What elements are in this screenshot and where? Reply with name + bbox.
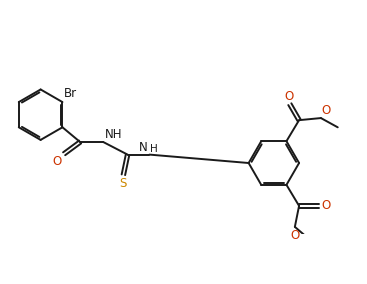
Text: Br: Br [64, 87, 77, 100]
Text: O: O [284, 89, 293, 103]
Text: NH: NH [105, 128, 122, 141]
Text: H: H [150, 144, 157, 154]
Text: O: O [321, 199, 330, 212]
Text: O: O [322, 104, 331, 117]
Text: N: N [139, 141, 147, 154]
Text: O: O [290, 229, 299, 242]
Text: O: O [53, 155, 62, 168]
Text: S: S [120, 177, 127, 190]
